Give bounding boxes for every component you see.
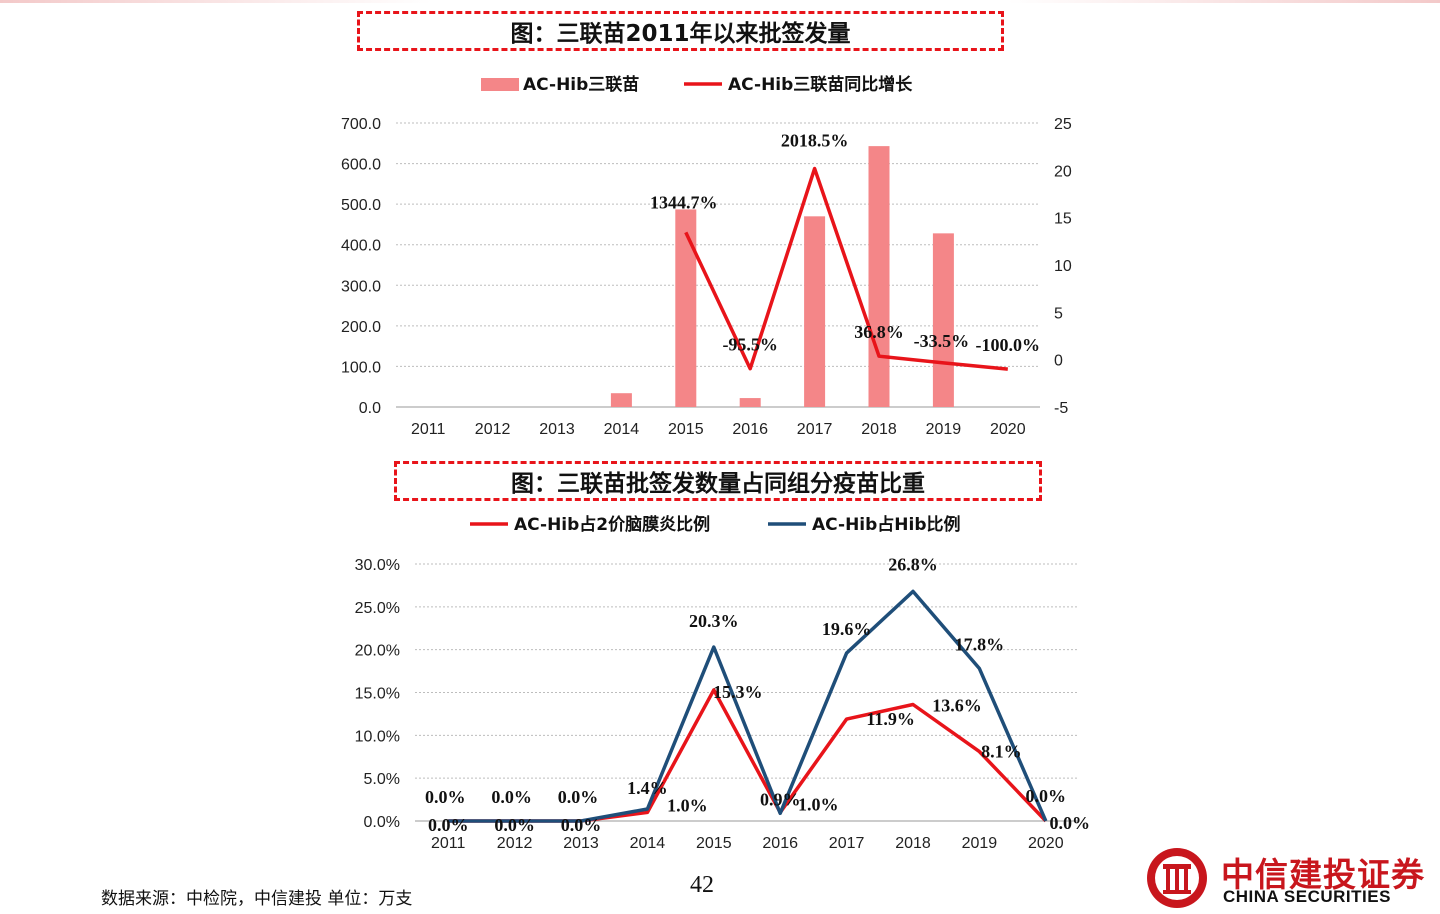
data-label: 1344.7% [650, 192, 718, 212]
data-label: 0.0% [1050, 813, 1091, 833]
data-label: 17.8% [955, 635, 1005, 655]
data-label: 0.9% [760, 789, 801, 809]
legend-label: AC-Hib占2价脑膜炎比例 [514, 514, 710, 535]
y-left-tick-label: 400.0 [341, 238, 381, 255]
y-right-tick-label: 0 [1054, 353, 1063, 370]
x-tick-label: 2014 [630, 835, 666, 852]
x-tick-label: 2018 [895, 835, 931, 852]
y-right-tick-label: 25 [1054, 116, 1072, 133]
series-line [448, 589, 1048, 823]
x-tick-label: 2013 [563, 835, 599, 852]
data-label: 0.0% [491, 787, 532, 807]
x-tick-label: 2020 [990, 421, 1026, 438]
y-left-tick-label: 500.0 [341, 197, 381, 214]
top-accent-line [0, 0, 1440, 3]
legend-swatch-bar [481, 78, 519, 91]
x-tick-label: 2018 [861, 421, 897, 438]
logo-name-cn: 中信建投证券 [1221, 855, 1425, 894]
y-tick-label: 20.0% [355, 643, 400, 660]
data-label: 19.6% [822, 619, 872, 639]
legend-label: AC-Hib三联苗 [523, 74, 639, 95]
x-tick-label: 2019 [962, 835, 998, 852]
data-label: 0.0% [428, 815, 469, 835]
x-tick-label: 2016 [732, 421, 768, 438]
y-left-tick-label: 700.0 [341, 116, 381, 133]
data-label: 36.8% [854, 322, 904, 342]
series-line [684, 166, 1008, 371]
bar [739, 398, 761, 407]
y-right-tick-label: 15 [1054, 211, 1072, 228]
y-left-tick-label: 0.0 [359, 400, 381, 417]
data-label: -100.0% [976, 335, 1041, 355]
data-label: 11.9% [866, 709, 915, 729]
y-right-tick-label: 10 [1054, 258, 1072, 275]
y-tick-label: 0.0% [364, 814, 400, 831]
chart-title-bottom: 图：三联苗批签发数量占同组分疫苗比重 [394, 461, 1042, 501]
bar [675, 209, 697, 407]
bar [868, 146, 890, 407]
legend-label: AC-Hib占Hib比例 [812, 514, 961, 535]
data-label: 26.8% [888, 554, 938, 574]
data-label: 15.3% [713, 682, 763, 702]
data-label: 1.4% [627, 778, 668, 798]
data-label: 0.0% [561, 815, 602, 835]
y-left-tick-label: 300.0 [341, 278, 381, 295]
y-tick-label: 25.0% [355, 600, 400, 617]
legend-label: AC-Hib三联苗同比增长 [728, 74, 913, 95]
data-label: 0.0% [494, 815, 535, 835]
bar [932, 233, 954, 407]
y-right-tick-label: 20 [1054, 163, 1072, 180]
data-label: 20.3% [689, 611, 739, 631]
company-logo: 中信建投证券 CHINA SECURITIES [1143, 846, 1433, 910]
y-right-tick-label: 5 [1054, 305, 1063, 322]
y-tick-label: 5.0% [364, 771, 400, 788]
data-source-note: 数据来源：中检院，中信建投 单位：万支 [101, 889, 413, 909]
logo-name-en: CHINA SECURITIES [1223, 887, 1391, 906]
y-left-tick-label: 100.0 [341, 359, 381, 376]
bar [804, 216, 826, 407]
x-tick-label: 2015 [668, 421, 704, 438]
y-left-tick-label: 600.0 [341, 157, 381, 174]
data-label: 8.1% [981, 742, 1022, 762]
x-tick-label: 2017 [829, 835, 865, 852]
x-tick-label: 2012 [475, 421, 511, 438]
x-tick-label: 2020 [1028, 835, 1064, 852]
chart-title-top: 图：三联苗2011年以来批签发量 [357, 11, 1004, 51]
x-tick-label: 2016 [762, 835, 798, 852]
data-label: 0.0% [558, 787, 599, 807]
y-left-tick-label: 200.0 [341, 319, 381, 336]
data-label: -33.5% [914, 331, 970, 351]
data-label: 2018.5% [781, 131, 849, 151]
data-label: 0.0% [1026, 786, 1067, 806]
x-tick-label: 2011 [431, 835, 466, 852]
data-label: 1.0% [667, 795, 708, 815]
x-tick-label: 2013 [539, 421, 575, 438]
x-tick-label: 2012 [497, 835, 533, 852]
x-tick-label: 2011 [411, 421, 446, 438]
bar [610, 393, 632, 407]
x-tick-label: 2014 [604, 421, 640, 438]
y-tick-label: 30.0% [355, 557, 400, 574]
data-label: 0.0% [425, 787, 466, 807]
x-tick-label: 2017 [797, 421, 833, 438]
y-tick-label: 10.0% [355, 728, 400, 745]
y-right-tick-label: -5 [1054, 400, 1068, 417]
x-tick-label: 2015 [696, 835, 732, 852]
x-tick-label: 2019 [926, 421, 962, 438]
data-label: 13.6% [932, 695, 982, 715]
page-number: 42 [690, 872, 714, 898]
data-label: -95.5% [722, 335, 778, 355]
y-tick-label: 15.0% [355, 686, 400, 703]
citic-emblem-icon [1147, 848, 1207, 908]
data-label: 1.0% [798, 794, 839, 814]
